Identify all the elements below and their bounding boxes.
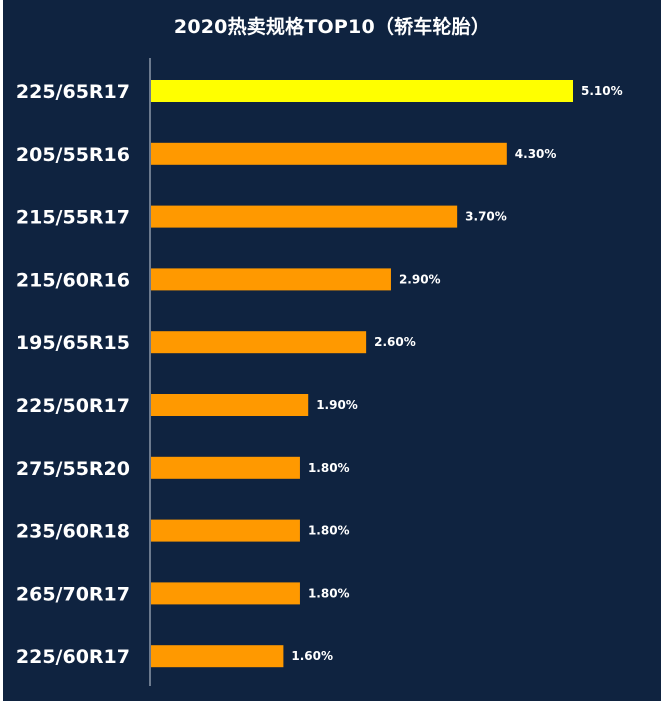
bar [151,394,309,416]
value-label: 1.90% [316,398,358,412]
bar [151,268,391,291]
value-label: 3.70% [465,210,507,224]
category-label: 195/65R15 [16,332,130,354]
bar-chart: 225/65R17 5.10% 205/55R16 4.30% 215/55R17 3.7… [16,58,623,686]
category-label: 235/60R18 [16,521,130,543]
category-label: 205/55R16 [16,144,130,166]
value-label: 1.80% [308,524,350,538]
value-label: 1.80% [308,461,350,475]
category-label: 215/60R16 [16,269,130,291]
highlighted-bar [151,80,573,102]
bar [151,519,300,542]
bar [151,205,458,228]
category-label: 225/50R17 [16,395,130,417]
category-label: 275/55R20 [16,458,130,480]
value-label: 2.60% [374,335,416,349]
category-label: 225/60R17 [16,646,130,668]
bar [151,456,300,479]
bar [151,142,507,165]
chart-title: 2020热卖规格TOP10（轿车轮胎） [173,16,491,38]
value-label: 1.80% [308,586,350,600]
value-label: 4.30% [515,147,557,161]
value-label: 2.90% [399,272,441,286]
value-label: 1.60% [291,649,333,663]
category-label: 265/70R17 [16,583,130,605]
bar [151,645,284,668]
bar [151,582,300,605]
chart-panel: 2020热卖规格TOP10（轿车轮胎） 225/65R17 5.10% 205/55… [3,0,661,701]
bar [151,331,367,354]
category-label: 215/55R17 [16,207,130,229]
value-label: 5.10% [581,84,623,98]
category-label: 225/65R17 [16,81,130,103]
